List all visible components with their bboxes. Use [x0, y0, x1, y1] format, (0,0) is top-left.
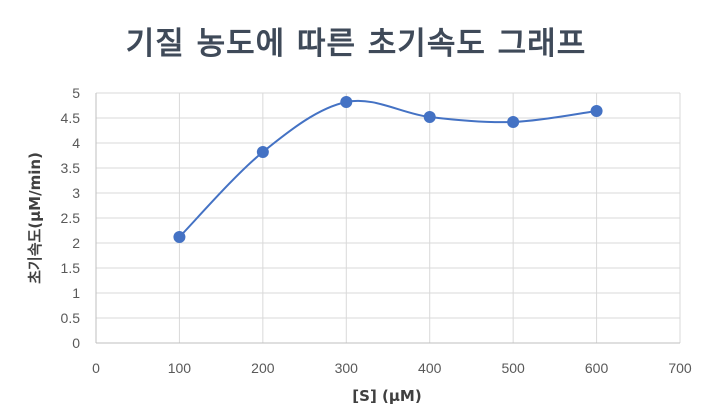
y-tick-label: 4.5 [61, 110, 81, 126]
y-axis-title: 초기속도(μM/min) [26, 152, 44, 284]
data-point [590, 105, 603, 117]
x-tick-label: 200 [251, 360, 275, 376]
y-tick-label: 2.5 [61, 210, 81, 226]
y-tick-label: 0.5 [61, 310, 81, 326]
x-tick-label: 400 [418, 360, 442, 376]
y-tick-label: 3.5 [61, 160, 81, 176]
series-line [178, 99, 597, 238]
y-tick-label: 3 [72, 185, 80, 201]
chart-title: 기질 농도에 따른 초기속도 그래프 [125, 26, 587, 62]
data-point [423, 111, 436, 123]
data-point [340, 96, 353, 108]
axes [95, 93, 680, 344]
x-axis-title: [S] (μM) [352, 387, 421, 405]
data-point [507, 116, 520, 128]
x-tick-label: 500 [501, 360, 525, 376]
x-tick-label: 0 [92, 360, 100, 376]
x-tick-label: 700 [668, 360, 692, 376]
gridlines [96, 92, 681, 343]
x-tick-label: 600 [585, 360, 609, 376]
data-point [256, 146, 269, 158]
data-point [173, 231, 186, 243]
x-tick-label: 100 [168, 360, 192, 376]
y-tick-label: 1 [72, 285, 80, 301]
tick-labels: 0 0.5 1 1.5 2 2.5 3 3.5 4 4.5 5 0 100 200 300 400 500 600… [61, 85, 692, 376]
y-tick-label: 2 [72, 235, 80, 251]
y-tick-label: 1.5 [61, 260, 81, 276]
series [173, 96, 603, 243]
y-tick-label: 5 [72, 85, 80, 101]
y-tick-label: 0 [72, 335, 80, 351]
x-tick-label: 300 [335, 360, 359, 376]
y-tick-label: 4 [72, 135, 80, 151]
